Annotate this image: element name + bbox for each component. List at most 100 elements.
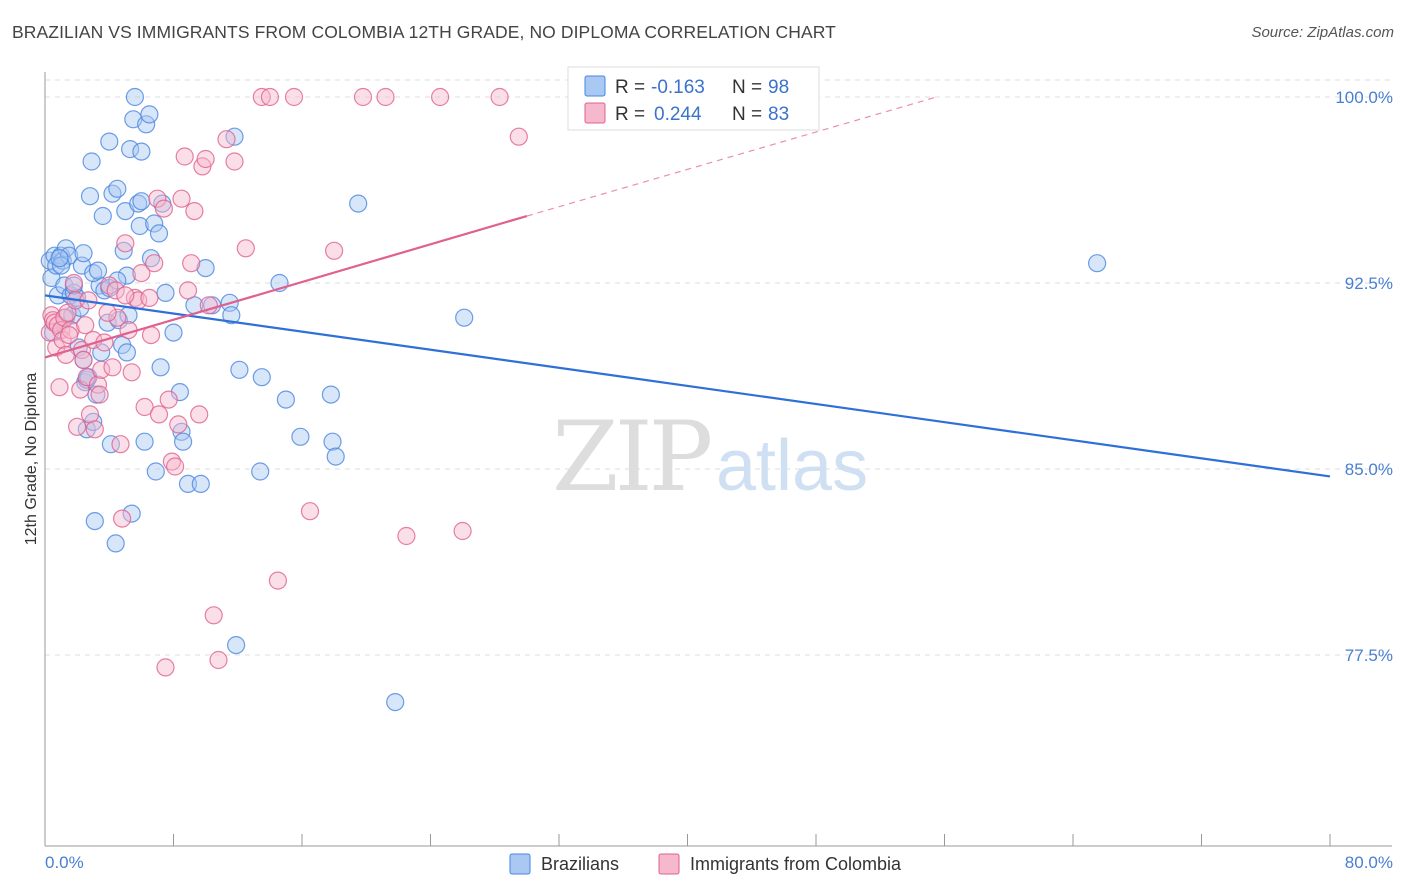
brazilians-point-66 bbox=[191, 474, 210, 493]
x-tick-label-max: 80.0% bbox=[1345, 853, 1393, 872]
y-tick-label-1: 85.0% bbox=[1345, 460, 1393, 479]
brazilians-point-83 bbox=[386, 692, 405, 712]
colombia-point-39 bbox=[132, 264, 151, 283]
brazilians-point-41 bbox=[114, 241, 133, 260]
chart-title: BRAZILIAN VS IMMIGRANTS FROM COLOMBIA 12… bbox=[12, 22, 836, 42]
x-tick-label-min: 0.0% bbox=[45, 853, 84, 872]
series-brazilians-points bbox=[40, 87, 1107, 712]
colombia-point-71 bbox=[397, 526, 416, 546]
brazilians-point-73 bbox=[230, 360, 249, 379]
colombia-point-65 bbox=[268, 571, 287, 590]
brazilians-point-54 bbox=[140, 105, 159, 124]
brazilians-point-18 bbox=[74, 244, 93, 263]
colombia-point-66 bbox=[284, 87, 304, 107]
colombia-trend-line bbox=[44, 214, 528, 359]
colombia-point-60 bbox=[217, 130, 236, 149]
colombia-point-75 bbox=[509, 127, 528, 146]
axes bbox=[44, 72, 1392, 847]
colombia-point-48 bbox=[162, 452, 181, 471]
colombia-point-78 bbox=[178, 281, 198, 300]
brazilians-point-84 bbox=[455, 308, 474, 327]
colombia-point-59 bbox=[209, 650, 228, 670]
colombia-point-58 bbox=[204, 606, 223, 625]
colombia-point-31 bbox=[108, 308, 127, 327]
colombia-point-64 bbox=[260, 87, 279, 107]
y-tick-label-0: 77.5% bbox=[1345, 646, 1393, 665]
colombia-point-76 bbox=[98, 303, 117, 322]
brazilians-point-64 bbox=[178, 474, 198, 493]
colombia-point-33 bbox=[112, 509, 132, 528]
brazilians-point-58 bbox=[149, 224, 169, 243]
brazilians-point-26 bbox=[85, 511, 104, 531]
y-axis-label: 12th Grade, No Diploma bbox=[23, 373, 40, 546]
watermark-zip: ZIP bbox=[552, 401, 711, 513]
colombia-point-57 bbox=[196, 149, 215, 169]
colombia-point-52 bbox=[175, 147, 194, 166]
colombia-point-43 bbox=[148, 189, 167, 208]
brazilians-point-94 bbox=[164, 323, 183, 342]
colombia-point-32 bbox=[111, 435, 130, 454]
brazilians-point-57 bbox=[146, 462, 165, 481]
watermark-atlas: atlas bbox=[716, 426, 868, 506]
brazilians-point-97 bbox=[88, 261, 108, 280]
colombia-point-46 bbox=[156, 658, 175, 677]
bottom-legend-label-brazilians: Brazilians bbox=[541, 854, 619, 874]
colombia-point-49 bbox=[166, 457, 185, 476]
colombia-point-82 bbox=[116, 286, 135, 305]
colombia-point-25 bbox=[90, 385, 109, 404]
brazilians-point-79 bbox=[321, 385, 340, 404]
y-tick-label-2: 92.5% bbox=[1345, 274, 1393, 293]
legend-swatch-pink bbox=[584, 102, 606, 124]
colombia-point-70 bbox=[376, 87, 395, 107]
colombia-point-15 bbox=[67, 417, 87, 436]
colombia-point-67 bbox=[300, 502, 320, 521]
colombia-point-23 bbox=[85, 420, 104, 439]
colombia-point-30 bbox=[106, 281, 125, 300]
colombia-trend-extension bbox=[526, 96, 937, 217]
brazilians-point-35 bbox=[101, 435, 121, 454]
brazilians-point-59 bbox=[151, 358, 170, 377]
series-legend: Brazilians Immigrants from Colombia bbox=[509, 853, 902, 875]
brazilians-point-85 bbox=[1087, 254, 1107, 273]
correlation-legend: R = -0.163 N = 98 R = 0.244 N = 83 bbox=[567, 66, 820, 131]
brazilians-point-78 bbox=[291, 427, 310, 446]
bottom-legend-swatch-colombia bbox=[658, 853, 680, 875]
brazilians-point-30 bbox=[93, 206, 112, 226]
colombia-point-44 bbox=[149, 405, 169, 424]
brazilians-point-43 bbox=[117, 266, 137, 285]
brazilians-trend-line bbox=[44, 294, 1331, 478]
brazilians-point-82 bbox=[349, 194, 368, 213]
legend-r-label-blue: R = bbox=[615, 77, 645, 98]
brazilians-point-45 bbox=[121, 140, 140, 159]
brazilians-point-87 bbox=[156, 283, 175, 302]
brazilians-point-24 bbox=[82, 152, 101, 171]
brazilians-point-37 bbox=[106, 534, 125, 553]
x-axis-ticks bbox=[44, 834, 1331, 846]
colombia-point-29 bbox=[103, 358, 122, 377]
colombia-point-73 bbox=[453, 521, 472, 541]
brazilians-point-49 bbox=[129, 194, 148, 213]
colombia-point-69 bbox=[353, 87, 373, 107]
colombia-point-68 bbox=[325, 241, 344, 260]
colombia-point-61 bbox=[225, 152, 244, 171]
y-tick-label-3: 100.0% bbox=[1335, 88, 1393, 107]
colombia-point-50 bbox=[169, 415, 188, 434]
colombia-point-26 bbox=[92, 360, 111, 379]
brazilians-point-52 bbox=[135, 432, 154, 451]
legend-swatch-blue bbox=[584, 75, 606, 97]
colombia-point-36 bbox=[122, 363, 141, 382]
legend-r-value-pink: 0.244 bbox=[654, 104, 702, 125]
colombia-point-19 bbox=[76, 316, 95, 335]
brazilians-point-32 bbox=[98, 313, 117, 332]
brazilians-point-46 bbox=[122, 504, 141, 523]
colombia-point-41 bbox=[140, 288, 159, 307]
brazilians-point-70 bbox=[222, 306, 241, 325]
colombia-point-74 bbox=[490, 87, 509, 107]
colombia-point-51 bbox=[172, 189, 191, 208]
brazilians-point-80 bbox=[323, 432, 342, 451]
bottom-legend-swatch-brazilians bbox=[509, 853, 531, 875]
brazilians-point-56 bbox=[145, 214, 164, 233]
colombia-point-62 bbox=[236, 239, 255, 258]
brazilians-point-44 bbox=[117, 343, 137, 362]
brazilians-point-48 bbox=[125, 87, 144, 107]
